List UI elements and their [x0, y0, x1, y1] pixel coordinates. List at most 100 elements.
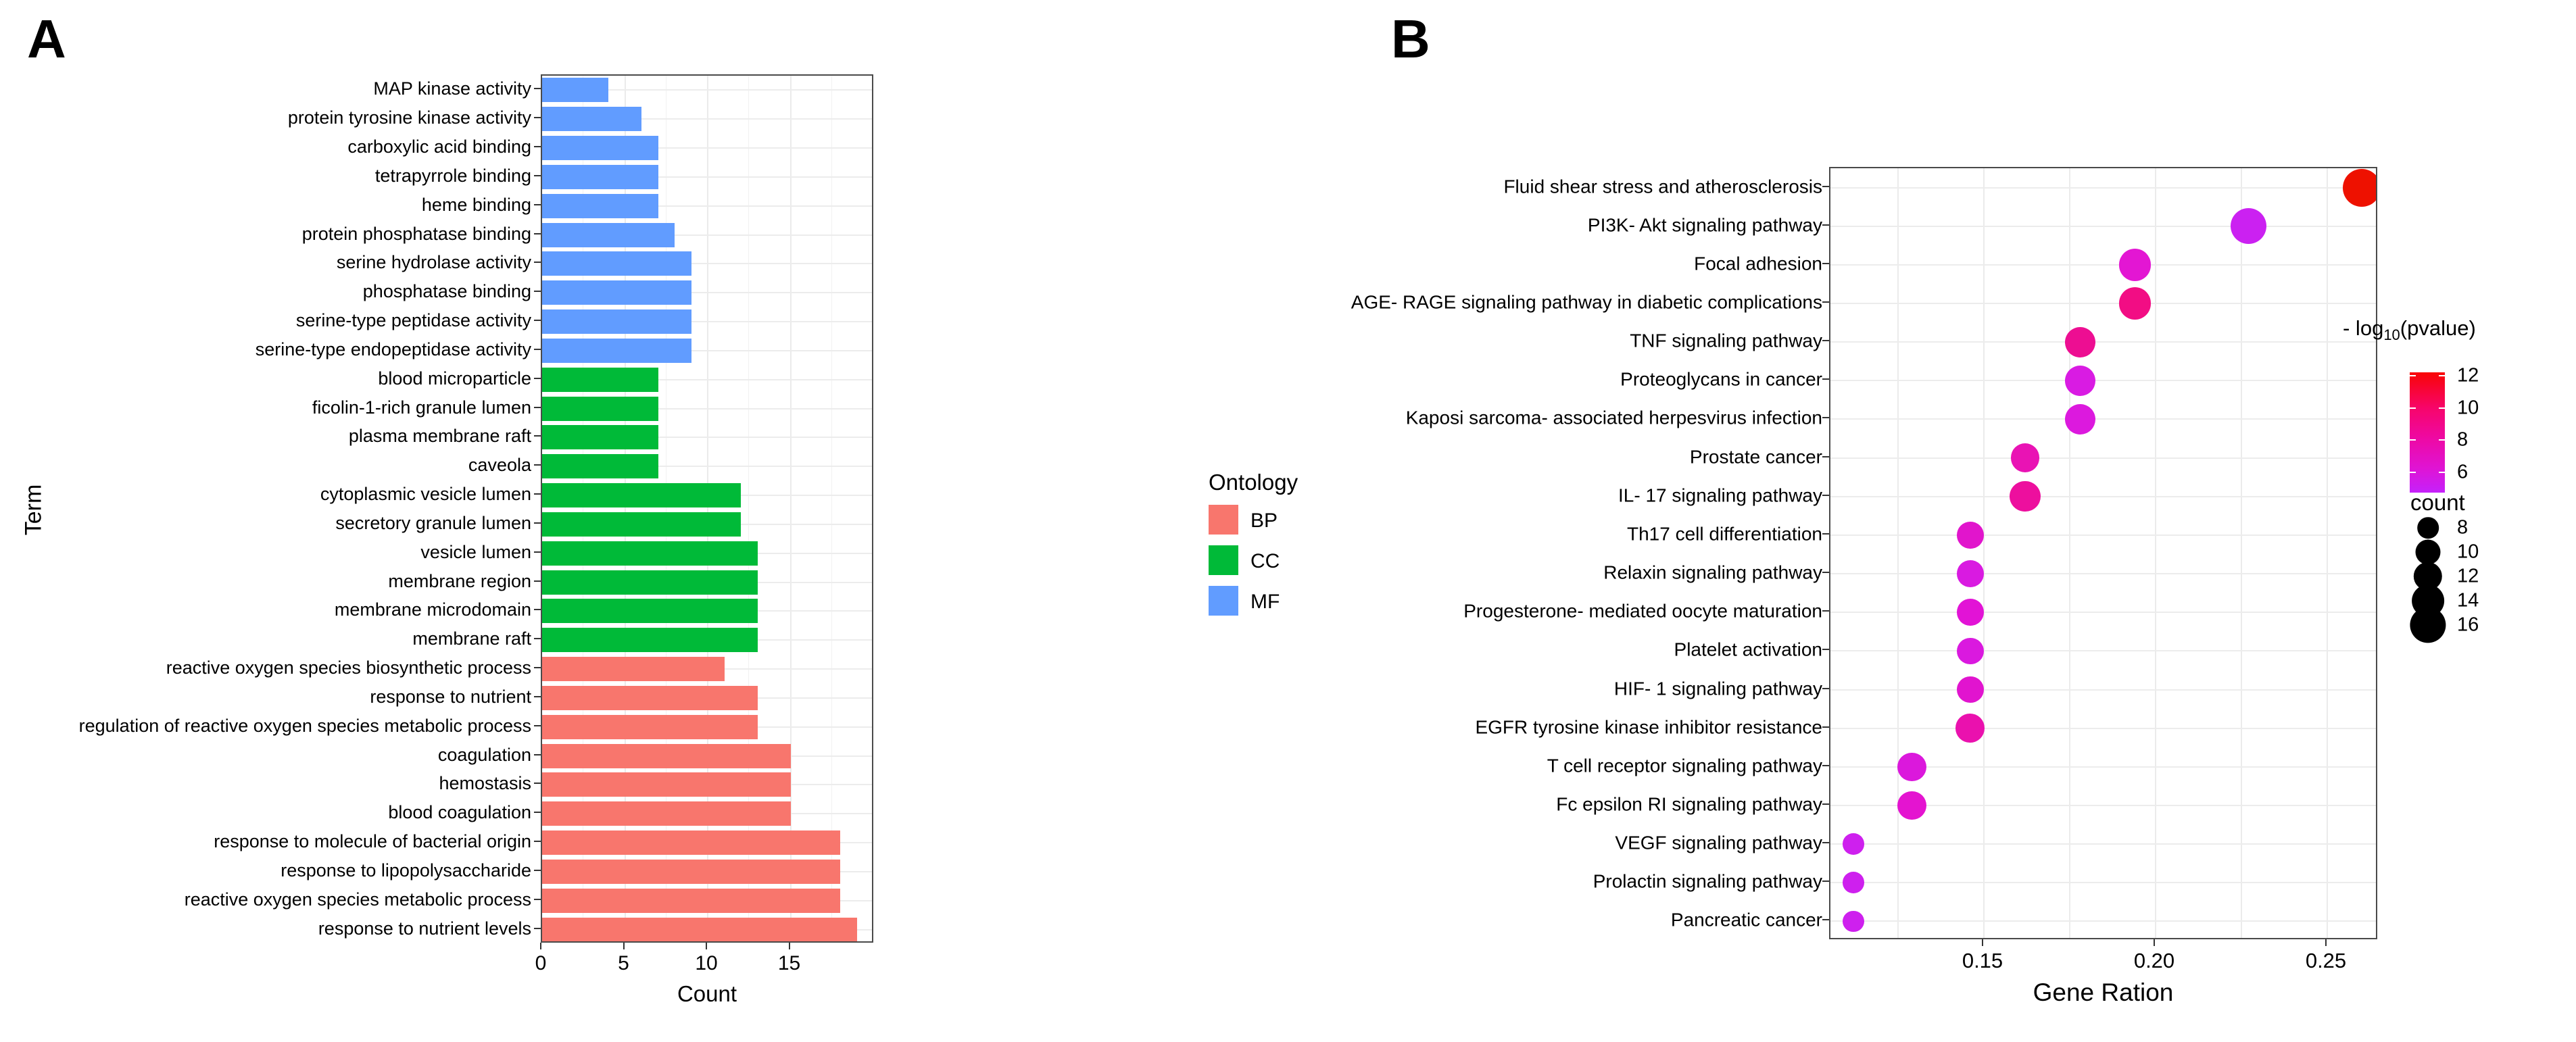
panel-b-x-ticks: 0.15 0.20 0.25 [1829, 939, 2377, 980]
count-legend-label: 14 [2457, 589, 2479, 612]
dot-label: Fluid shear stress and atherosclerosis [1503, 175, 1822, 197]
ontology-legend: Ontology BP CC MF [1209, 470, 1298, 617]
bar [542, 280, 691, 305]
y-tick-mark [1822, 880, 1829, 883]
y-tick-mark [1822, 494, 1829, 496]
y-tick-mark [534, 377, 541, 379]
bar-label: membrane raft [412, 628, 531, 649]
y-tick-mark [1822, 572, 1829, 574]
pathway-dot [2064, 326, 2095, 357]
bar-label: ficolin-1-rich granule lumen [312, 397, 531, 418]
gridline-y [542, 89, 872, 91]
pathway-dot [1843, 833, 1864, 855]
ontology-legend-item: CC [1209, 545, 1298, 576]
y-tick-mark [534, 783, 541, 785]
count-legend-item: 16 [2333, 607, 2570, 643]
bar-label: reactive oxygen species biosynthetic pro… [166, 657, 531, 678]
y-tick-mark [1822, 687, 1829, 689]
y-tick-mark [534, 117, 541, 119]
dot-label: Pancreatic cancer [1670, 909, 1822, 931]
dot-label: Proteoglycans in cancer [1620, 368, 1822, 390]
bar-label: response to lipopolysaccharide [281, 860, 531, 880]
bar [542, 367, 658, 392]
gridline-y [1830, 766, 2376, 768]
legend-item-label: BP [1250, 510, 1278, 532]
colorbar-tick-mark [2439, 407, 2445, 409]
y-tick-mark [534, 609, 541, 611]
gridline-y [542, 205, 872, 207]
bar-label: coagulation [437, 744, 531, 765]
dot-label: IL- 17 signaling pathway [1618, 485, 1822, 506]
pathway-dot [2118, 248, 2152, 281]
x-tick-label: 0 [535, 952, 547, 974]
gridline-x [831, 76, 832, 941]
x-tick-mark [1982, 939, 1983, 946]
gridline-x [2155, 168, 2156, 938]
gridline-y [542, 407, 872, 410]
bar [542, 309, 691, 334]
panel-a-letter: A [27, 9, 66, 69]
gridline-x [624, 76, 626, 941]
pvalue-legend-title: - log10(pvalue) [2343, 316, 2476, 344]
bar-label: heme binding [421, 194, 531, 215]
y-tick-mark [534, 435, 541, 437]
y-tick-mark [534, 551, 541, 553]
y-tick-mark [1822, 378, 1829, 380]
count-legend-label: 8 [2457, 516, 2469, 539]
colorbar-tick-label: 6 [2457, 461, 2469, 483]
colorbar-tick-mark [2410, 439, 2416, 441]
bar-label: response to nutrient levels [318, 918, 531, 939]
panel-a-x-axis-title: Count [677, 981, 737, 1006]
gridline-y [1830, 534, 2376, 536]
dot-label: HIF- 1 signaling pathway [1613, 677, 1822, 699]
legend-color-swatch [1209, 505, 1238, 535]
colorbar-tick-mark [2410, 374, 2416, 376]
bar [542, 830, 840, 855]
bar [542, 107, 641, 132]
gridline-y [1830, 418, 2376, 420]
bar-label: blood coagulation [388, 802, 531, 823]
pathway-dot [2010, 481, 2041, 512]
y-tick-mark [534, 812, 541, 814]
x-tick-label: 5 [618, 952, 629, 974]
gridline-y [1830, 187, 2376, 189]
pathway-dot [1956, 599, 1984, 626]
pvalue-colorbar [2410, 372, 2445, 493]
y-tick-mark [534, 146, 541, 148]
y-tick-mark [1822, 417, 1829, 419]
panel-a-x-ticks: 0 5 10 15 [535, 943, 873, 983]
gridline-y [542, 292, 872, 294]
pathway-dot [1956, 637, 1984, 665]
y-tick-mark [1822, 340, 1829, 342]
gridline-y [542, 263, 872, 265]
y-tick-mark [534, 667, 541, 669]
bar [542, 136, 658, 161]
panel-a-category-labels: MAP kinase activity protein tyrosine kina… [0, 74, 531, 943]
bar [542, 657, 725, 682]
bar [542, 396, 658, 421]
panel-b-plot-area [1829, 167, 2377, 939]
gridline-y [542, 234, 872, 236]
x-tick-label: 15 [777, 952, 801, 974]
pathway-dot [1897, 791, 1926, 820]
x-tick-mark [2325, 939, 2327, 946]
ontology-legend-item: MF [1209, 586, 1298, 617]
bar-label: MAP kinase activity [373, 78, 531, 99]
bar [542, 917, 857, 941]
gridline-y [1830, 264, 2376, 266]
dot-label: Fc epsilon RI signaling pathway [1556, 793, 1822, 815]
panel-b-y-ticks [1822, 167, 1829, 939]
dot-label: Kaposi sarcoma- associated herpesvirus i… [1405, 407, 1822, 428]
gridline-x [1983, 168, 1985, 938]
bar-label: caveola [468, 455, 531, 476]
bar-label: protein phosphatase binding [301, 223, 531, 244]
bar [542, 164, 658, 189]
gridline-y [542, 321, 872, 323]
gridline-y [1830, 457, 2376, 459]
bar [542, 599, 758, 624]
panel-b-x-axis-title: Gene Ration [2033, 978, 2174, 1006]
bar [542, 338, 691, 363]
y-tick-mark [534, 927, 541, 929]
count-legend-dot [2415, 539, 2441, 565]
gridline-x [2069, 168, 2070, 938]
